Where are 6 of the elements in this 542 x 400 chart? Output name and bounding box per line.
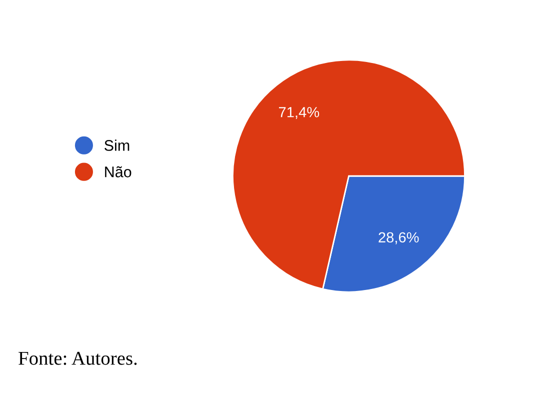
data-label: 28,6% [378, 232, 419, 244]
source-note: Fonte: Autores. [18, 352, 137, 365]
data-label: 71,4% [279, 107, 320, 120]
legend-label: Sim [104, 140, 130, 151]
legend-label: Não [105, 166, 132, 178]
pie-slice [232, 59, 466, 290]
